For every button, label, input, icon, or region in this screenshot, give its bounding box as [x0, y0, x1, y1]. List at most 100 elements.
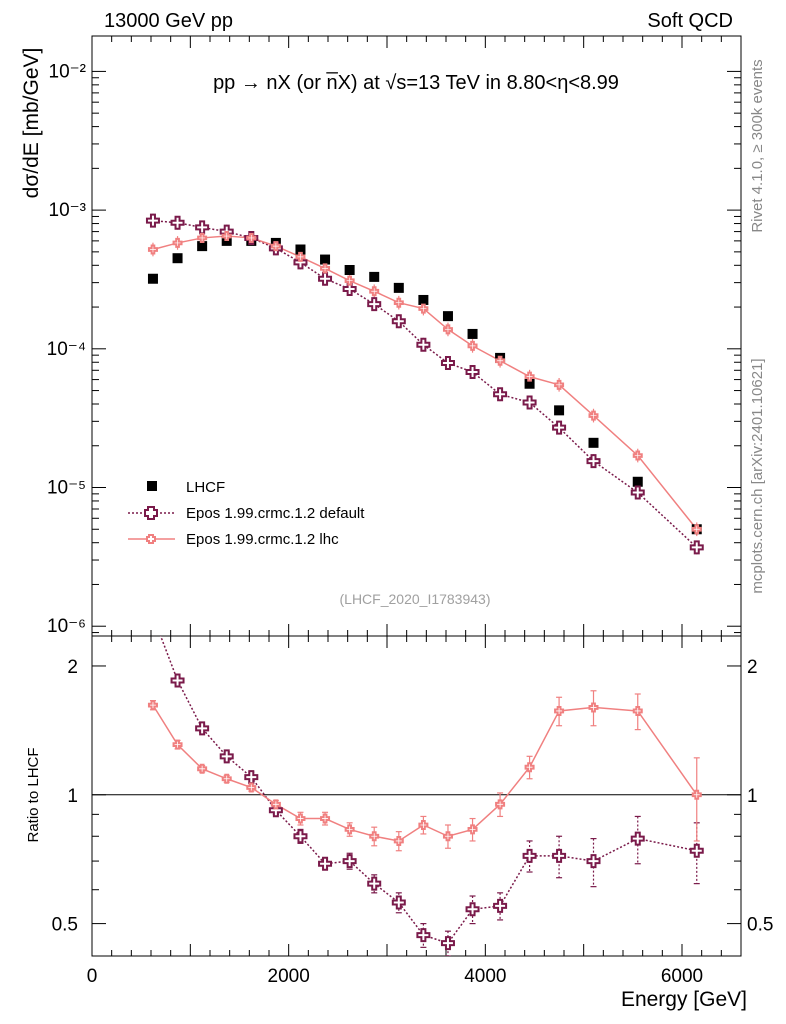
x-tick-label: 0 — [87, 966, 98, 987]
data-point-default — [493, 387, 508, 402]
ratio-point-lhc — [221, 773, 232, 784]
legend-label-lhc: Epos 1.99.crmc.1.2 lhc — [186, 531, 339, 548]
data-point-lhc — [467, 340, 478, 351]
x-axis-label: Energy [GeV] — [621, 988, 747, 1011]
y-tick-label: 10⁻⁶ — [47, 616, 86, 637]
ratio-point-default — [391, 895, 406, 910]
ratio-point-default — [493, 898, 508, 913]
y-tick-label: 10⁻⁴ — [47, 339, 86, 360]
data-point-default — [689, 540, 704, 555]
data-point-lhc — [197, 232, 208, 243]
ratio-point-default — [440, 936, 455, 951]
ratio-point-lhc — [295, 813, 306, 824]
x-tick-label: 6000 — [661, 966, 703, 987]
ratio-point-lhc — [524, 762, 535, 773]
data-point-lhc — [588, 410, 599, 421]
ratio-point-default — [586, 854, 601, 869]
ratio-point-default — [416, 928, 431, 943]
ratio-point-lhc — [393, 835, 404, 846]
ratio-series-group — [147, 636, 704, 956]
ratio-point-default — [195, 721, 210, 736]
ratio-point-default — [630, 831, 645, 846]
series-line-default — [152, 219, 698, 548]
data-point-lhcf — [467, 328, 478, 339]
data-point-lhcf — [147, 273, 158, 284]
data-point-default — [465, 365, 480, 380]
y-tick-label: 10⁻² — [49, 61, 87, 82]
ratio-point-lhc — [554, 705, 565, 716]
ratio-point-lhc — [172, 739, 183, 750]
ratio-y-tick-label: 0.5 — [52, 915, 78, 936]
ratio-point-lhc — [270, 799, 281, 810]
data-point-lhc — [295, 251, 306, 262]
ratio-point-lhc — [344, 824, 355, 835]
ratio-point-default — [219, 749, 234, 764]
data-point-lhc — [344, 275, 355, 286]
ratio-point-lhc — [495, 799, 506, 810]
header-left: 13000 GeV pp — [104, 10, 233, 32]
data-point-default — [416, 337, 431, 352]
data-point-default — [391, 314, 406, 329]
data-point-default — [630, 485, 645, 500]
data-point-lhc — [554, 379, 565, 390]
legend-label-default: Epos 1.99.crmc.1.2 default — [186, 505, 365, 522]
legend-marker-lhc — [146, 534, 156, 544]
ratio-line-default — [159, 636, 697, 945]
data-point-lhcf — [197, 241, 208, 252]
ratio-point-lhc — [632, 705, 643, 716]
data-point-lhc — [369, 286, 380, 297]
data-point-lhcf — [418, 294, 429, 305]
ratio-point-lhc — [369, 831, 380, 842]
data-point-default — [586, 454, 601, 469]
ratio-point-default — [318, 856, 333, 871]
data-point-lhc — [172, 237, 183, 248]
ratio-point-lhc — [147, 700, 158, 711]
ratio-point-default — [367, 876, 382, 891]
ratio-point-default — [293, 829, 308, 844]
ratio-point-lhc — [588, 702, 599, 713]
y-tick-label: 10⁻³ — [49, 200, 87, 221]
ratio-plot-frame — [91, 635, 742, 957]
data-point-lhcf — [344, 264, 355, 275]
data-point-lhcf — [295, 244, 306, 255]
data-point-lhcf — [172, 253, 183, 264]
ratio-y-tick-label: 2 — [67, 657, 78, 678]
data-point-lhc — [524, 371, 535, 382]
data-point-lhc — [418, 303, 429, 314]
ratio-point-lhc — [691, 789, 702, 800]
ratio-point-default — [689, 843, 704, 858]
data-point-default — [145, 213, 160, 228]
data-point-default — [367, 297, 382, 312]
side-label-rivet: Rivet 4.1.0, ≥ 300k events — [749, 59, 766, 232]
data-point-default — [522, 395, 537, 410]
data-point-lhc — [632, 450, 643, 461]
data-point-default — [440, 356, 455, 371]
ratio-point-lhc — [467, 824, 478, 835]
data-point-lhc — [147, 244, 158, 255]
legend-marker-lhcf — [147, 481, 157, 491]
x-tick-label: 4000 — [464, 966, 506, 987]
data-point-lhcf — [320, 254, 331, 265]
legend: LHCF Epos 1.99.crmc.1.2 default Epos 1.9… — [128, 479, 365, 548]
ratio-y-tick-label: 1 — [67, 786, 78, 807]
side-label-mcplots: mcplots.cern.ch [arXiv:2401.10621] — [749, 358, 766, 593]
data-point-lhc — [442, 324, 453, 335]
y-tick-label: 10⁻⁵ — [47, 478, 86, 499]
data-point-lhc — [320, 263, 331, 274]
data-point-lhc — [270, 241, 281, 252]
ratio-point-default — [465, 902, 480, 917]
header-right: Soft QCD — [647, 10, 733, 32]
ratio-point-default — [170, 673, 185, 688]
ratio-point-default — [342, 854, 357, 869]
chart-title: pp → nX (or n̅X) at √s=13 TeV in 8.80<η<… — [213, 71, 619, 94]
data-point-lhc — [495, 355, 506, 366]
data-point-lhc — [393, 297, 404, 308]
ratio-y-tick-label-right: 2 — [747, 657, 758, 678]
data-point-lhc — [221, 231, 232, 242]
data-point-default — [318, 271, 333, 286]
ratio-y-tick-label-right: 0.5 — [747, 915, 773, 936]
ratio-point-default — [522, 848, 537, 863]
data-point-default — [170, 215, 185, 230]
ratio-point-lhc — [418, 819, 429, 830]
